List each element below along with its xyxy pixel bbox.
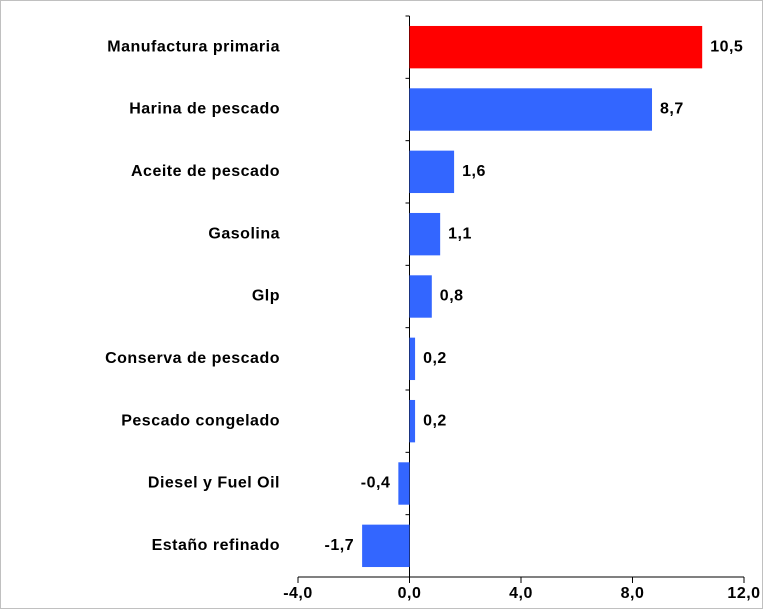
category-label: Diesel y Fuel Oil	[148, 475, 280, 492]
data-label: 1,1	[448, 225, 472, 242]
bar	[398, 462, 410, 505]
category-label: Gasolina	[208, 225, 280, 242]
bar	[409, 25, 703, 69]
category-label: Aceite de pescado	[131, 163, 280, 180]
data-label: 0,2	[423, 350, 447, 367]
data-label: 0,2	[423, 412, 447, 429]
data-label: -0,4	[361, 475, 391, 492]
x-tick-label: 12,0	[727, 585, 760, 602]
bar	[362, 524, 410, 568]
data-label: 8,7	[660, 101, 684, 118]
bar	[409, 88, 653, 131]
data-label: 1,6	[462, 163, 486, 180]
bar	[409, 399, 416, 443]
category-label: Pescado congelado	[121, 412, 280, 429]
bar	[409, 275, 432, 318]
category-label: Estaño refinado	[152, 537, 280, 554]
category-label: Glp	[252, 288, 280, 305]
bar	[409, 337, 416, 381]
bar	[409, 212, 441, 256]
data-label: -1,7	[325, 537, 355, 554]
x-tick-label: 4,0	[509, 585, 533, 602]
bar	[409, 150, 455, 194]
data-label: 10,5	[710, 38, 743, 55]
x-tick-label: 0,0	[398, 585, 422, 602]
category-label: Conserva de pescado	[105, 350, 280, 367]
category-label: Manufactura primaria	[107, 38, 280, 55]
data-label: 0,8	[440, 288, 464, 305]
x-tick-label: 8,0	[621, 585, 645, 602]
category-label: Harina de pescado	[129, 101, 280, 118]
x-tick-label: -4,0	[283, 585, 313, 602]
